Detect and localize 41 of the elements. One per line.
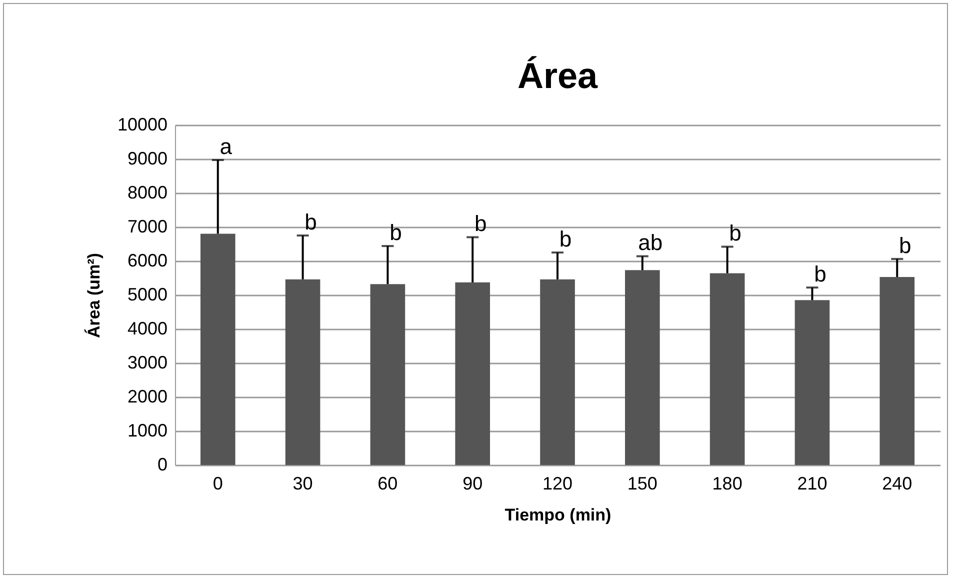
x-axis-title: Tiempo (min) bbox=[504, 506, 612, 524]
annotation: ab bbox=[638, 230, 663, 256]
y-tick-label: 9000 bbox=[127, 148, 168, 168]
annotation: b bbox=[814, 262, 826, 287]
y-tick-label: 1000 bbox=[127, 420, 168, 440]
annotation: b bbox=[729, 220, 742, 246]
x-tick-label: 30 bbox=[292, 474, 313, 494]
x-tick-label: 150 bbox=[627, 474, 658, 494]
bar bbox=[200, 234, 236, 465]
annotation: b bbox=[304, 210, 317, 234]
chart-title: Área bbox=[517, 55, 598, 96]
y-tick-label: 5000 bbox=[127, 284, 168, 304]
y-axis-title: Área (um²) bbox=[83, 252, 104, 338]
bar bbox=[625, 270, 660, 465]
bar bbox=[710, 273, 745, 465]
annotation: b bbox=[899, 232, 912, 258]
bar bbox=[285, 279, 320, 465]
x-tick-label: 0 bbox=[212, 474, 223, 494]
y-tick-label: 2000 bbox=[127, 386, 168, 406]
annotation: b bbox=[559, 226, 572, 252]
bar bbox=[370, 284, 406, 465]
y-tick-label: 3000 bbox=[127, 352, 168, 372]
x-tick-label: 240 bbox=[882, 474, 912, 494]
y-tick-label: 10000 bbox=[117, 114, 168, 134]
bar bbox=[880, 276, 915, 465]
x-tick-label: 60 bbox=[378, 474, 398, 494]
bar bbox=[794, 300, 830, 465]
annotation: a bbox=[220, 134, 233, 160]
annotation: b bbox=[474, 211, 487, 236]
x-tick-label: 180 bbox=[712, 474, 742, 494]
y-tick-label: 8000 bbox=[127, 182, 168, 202]
y-tick-label: 4000 bbox=[127, 318, 168, 338]
y-tick-label: 0 bbox=[157, 454, 168, 474]
bar bbox=[540, 279, 575, 465]
x-tick-label: 210 bbox=[797, 474, 828, 494]
annotation: b bbox=[390, 220, 402, 246]
bar bbox=[455, 282, 490, 465]
y-tick-label: 7000 bbox=[127, 216, 168, 236]
x-tick-label: 120 bbox=[542, 474, 573, 494]
x-tick-label: 90 bbox=[462, 474, 483, 494]
y-tick-label: 6000 bbox=[127, 250, 168, 270]
